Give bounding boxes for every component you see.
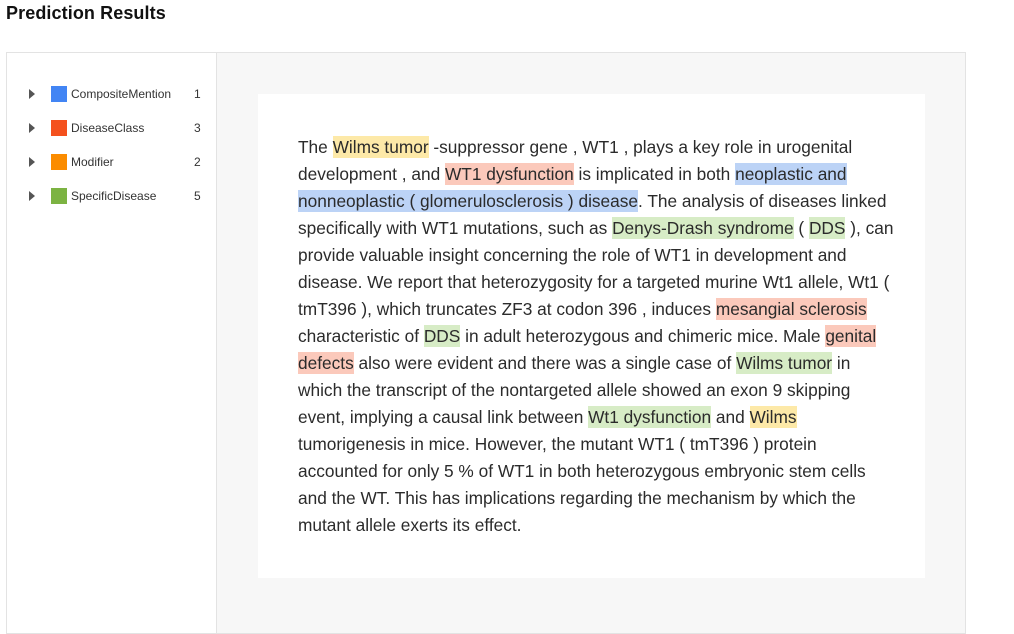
plain-text: ( — [793, 218, 809, 238]
entity-mention[interactable]: Wt1 dysfunction — [588, 406, 712, 428]
color-swatch — [51, 120, 67, 136]
plain-text: is implicated in both — [573, 164, 736, 184]
expand-caret-icon[interactable] — [29, 89, 35, 99]
content-area: The Wilms tumor -suppressor gene , WT1 ,… — [217, 53, 965, 633]
legend-label: CompositeMention — [71, 87, 172, 101]
entity-mention[interactable]: DDS — [808, 217, 846, 239]
legend-item-specific-disease[interactable]: SpecificDisease 5 — [29, 188, 206, 204]
entity-legend-sidebar: CompositeMention 1 DiseaseClass 3 Modifier 2 S… — [7, 53, 217, 633]
plain-text: ), can provide valuable insight concerni… — [298, 218, 894, 319]
entity-mention[interactable]: DDS — [423, 325, 461, 347]
color-swatch — [51, 86, 67, 102]
annotated-text: The Wilms tumor -suppressor gene , WT1 ,… — [298, 134, 898, 539]
expand-caret-icon[interactable] — [29, 123, 35, 133]
entity-legend: CompositeMention 1 DiseaseClass 3 Modifier 2 S… — [29, 86, 206, 222]
legend-label: DiseaseClass — [71, 121, 145, 135]
results-panel: CompositeMention 1 DiseaseClass 3 Modifier 2 S… — [6, 52, 966, 634]
plain-text: tumorigenesis in mice. However, the muta… — [298, 434, 866, 535]
color-swatch — [51, 188, 67, 204]
plain-text: in adult heterozygous and chimeric mice.… — [460, 326, 826, 346]
entity-mention[interactable]: mesangial sclerosis — [715, 298, 867, 320]
legend-label: SpecificDisease — [71, 189, 157, 203]
legend-count: 5 — [194, 189, 201, 203]
legend-count: 2 — [194, 155, 201, 169]
plain-text: -suppressor gene , WT1 , plays a key rol… — [298, 137, 853, 184]
legend-label: Modifier — [71, 155, 114, 169]
entity-mention[interactable]: Wilms tumor — [736, 352, 833, 374]
entity-mention[interactable]: Denys-Drash syndrome — [612, 217, 794, 239]
plain-text: characteristic of — [298, 326, 424, 346]
plain-text: The — [298, 137, 333, 157]
plain-text: and — [711, 407, 750, 427]
color-swatch — [51, 154, 67, 170]
page-title: Prediction Results — [6, 3, 166, 23]
legend-count: 1 — [194, 87, 201, 101]
entity-mention[interactable]: Wilms tumor — [332, 136, 429, 158]
legend-count: 3 — [194, 121, 201, 135]
plain-text: in which the transcript of the nontarget… — [298, 353, 851, 427]
entity-mention[interactable]: Wilms — [749, 406, 797, 428]
expand-caret-icon[interactable] — [29, 157, 35, 167]
legend-item-disease-class[interactable]: DiseaseClass 3 — [29, 120, 206, 136]
legend-item-modifier[interactable]: Modifier 2 — [29, 154, 206, 170]
document-card: The Wilms tumor -suppressor gene , WT1 ,… — [258, 94, 925, 578]
plain-text: . The analysis of diseases linked specif… — [298, 191, 887, 238]
expand-caret-icon[interactable] — [29, 191, 35, 201]
entity-mention[interactable]: WT1 dysfunction — [445, 163, 574, 185]
legend-item-composite-mention[interactable]: CompositeMention 1 — [29, 86, 206, 102]
plain-text: also were evident and there was a single… — [353, 353, 737, 373]
